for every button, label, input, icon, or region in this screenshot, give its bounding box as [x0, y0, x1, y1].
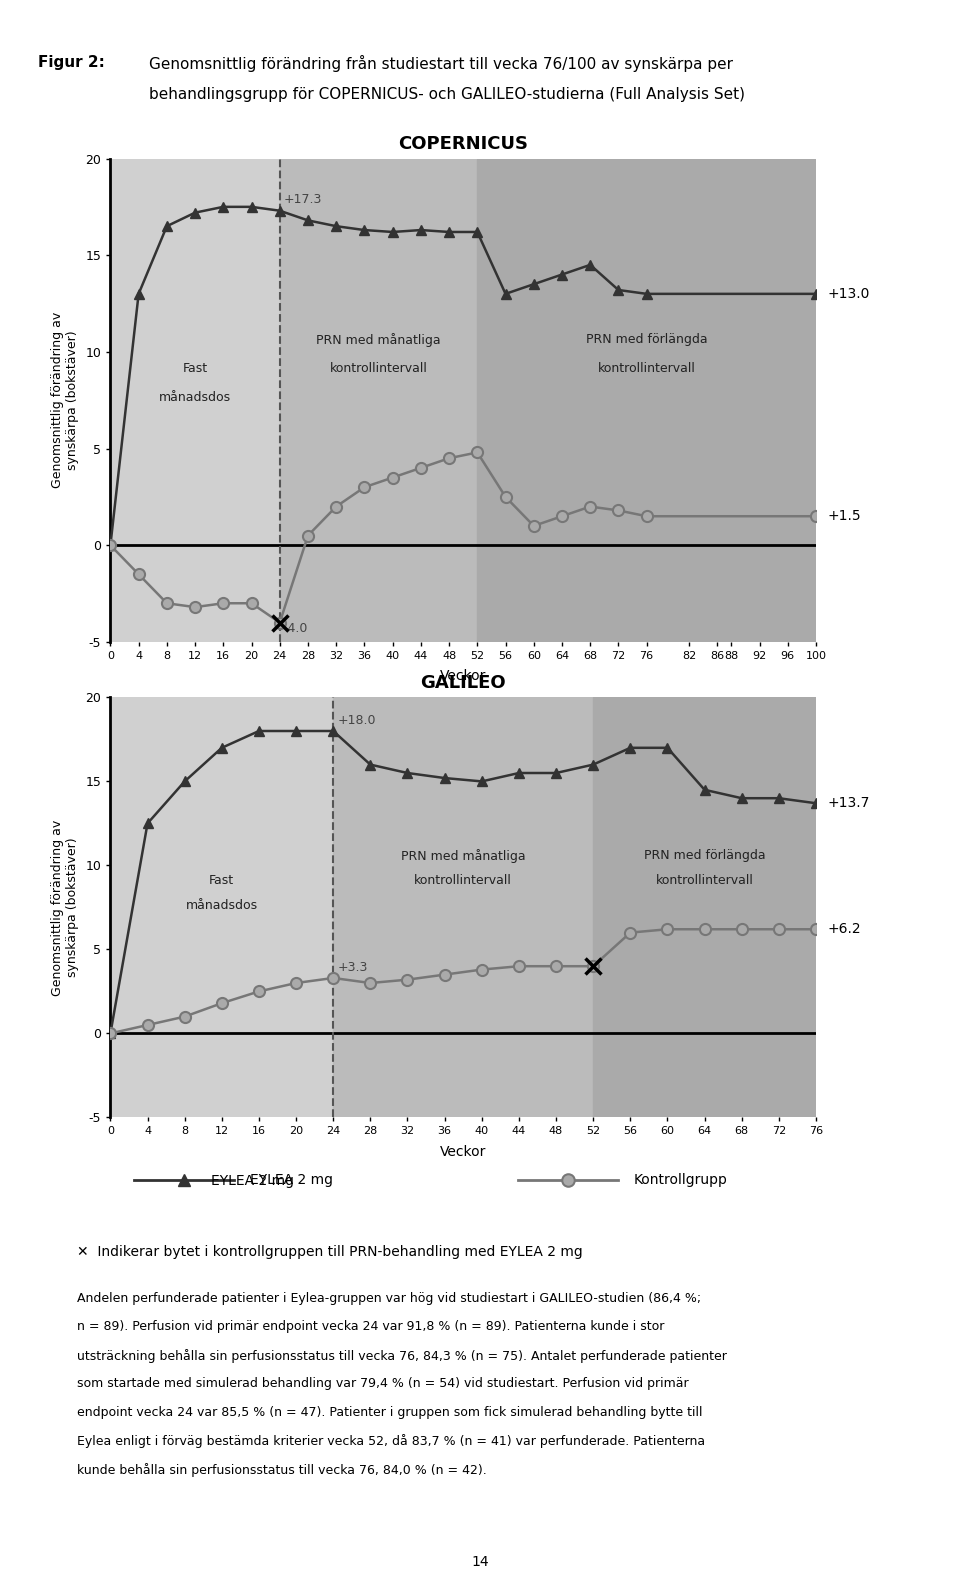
X-axis label: Veckor: Veckor: [440, 1144, 487, 1159]
Text: +6.2: +6.2: [828, 922, 861, 937]
Text: Genomsnittlig förändring från studiestart till vecka 76/100 av synskärpa per: Genomsnittlig förändring från studiestar…: [149, 55, 732, 73]
Text: +1.5: +1.5: [828, 509, 861, 523]
Text: kontrollintervall: kontrollintervall: [598, 361, 696, 374]
Text: kontrollintervall: kontrollintervall: [415, 873, 512, 888]
Bar: [477, 158, 816, 642]
Text: Fast: Fast: [182, 361, 207, 374]
Text: EYLEA 2 mg: EYLEA 2 mg: [250, 1173, 332, 1187]
Bar: [279, 158, 477, 642]
Text: 14: 14: [471, 1555, 489, 1569]
Text: -4.0: -4.0: [283, 623, 307, 636]
Text: månadsdos: månadsdos: [185, 899, 258, 911]
Text: Figur 2:: Figur 2:: [38, 55, 106, 70]
Text: kontrollintervall: kontrollintervall: [656, 873, 754, 888]
Text: EYLEA 2 mg: EYLEA 2 mg: [211, 1174, 294, 1187]
Text: Andelen perfunderade patienter i Eylea-gruppen var hög vid studiestart i GALILEO: Andelen perfunderade patienter i Eylea-g…: [77, 1292, 701, 1304]
Text: PRN med förlängda: PRN med förlängda: [644, 848, 765, 862]
Text: +18.0: +18.0: [338, 715, 376, 728]
Bar: [593, 697, 816, 1117]
Text: PRN med förlängda: PRN med förlängda: [586, 333, 708, 346]
Text: PRN med månatliga: PRN med månatliga: [316, 333, 441, 347]
Text: PRN med månatliga: PRN med månatliga: [401, 848, 525, 862]
Title: GALILEO: GALILEO: [420, 674, 506, 691]
Text: Kontrollgrupp: Kontrollgrupp: [634, 1173, 728, 1187]
X-axis label: Veckor: Veckor: [440, 669, 487, 683]
Text: behandlingsgrupp för COPERNICUS- och GALILEO-studierna (Full Analysis Set): behandlingsgrupp för COPERNICUS- och GAL…: [149, 87, 745, 101]
Text: n = 89). Perfusion vid primär endpoint vecka 24 var 91,8 % (n = 89). Patienterna: n = 89). Perfusion vid primär endpoint v…: [77, 1320, 664, 1333]
Bar: [110, 158, 279, 642]
Title: COPERNICUS: COPERNICUS: [398, 135, 528, 152]
Text: ✕  Indikerar bytet i kontrollgruppen till PRN-behandling med EYLEA 2 mg: ✕ Indikerar bytet i kontrollgruppen till…: [77, 1246, 583, 1258]
Text: +13.0: +13.0: [828, 287, 870, 301]
Text: Eylea enligt i förväg bestämda kriterier vecka 52, då 83,7 % (n = 41) var perfun: Eylea enligt i förväg bestämda kriterier…: [77, 1434, 705, 1449]
Y-axis label: Genomsnittlig förändring av
synskärpa (bokstäver): Genomsnittlig förändring av synskärpa (b…: [51, 312, 79, 488]
Text: +17.3: +17.3: [283, 193, 322, 206]
Text: +3.3: +3.3: [338, 961, 369, 975]
Text: endpoint vecka 24 var 85,5 % (n = 47). Patienter i gruppen som fick simulerad be: endpoint vecka 24 var 85,5 % (n = 47). P…: [77, 1406, 703, 1419]
Y-axis label: Genomsnittlig förändring av
synskärpa (bokstäver): Genomsnittlig förändring av synskärpa (b…: [51, 819, 79, 995]
Text: kontrollintervall: kontrollintervall: [329, 361, 427, 374]
Text: kunde behålla sin perfusionsstatus till vecka 76, 84,0 % (n = 42).: kunde behålla sin perfusionsstatus till …: [77, 1463, 487, 1477]
Text: som startade med simulerad behandling var 79,4 % (n = 54) vid studiestart. Perfu: som startade med simulerad behandling va…: [77, 1377, 688, 1390]
Text: utsträckning behålla sin perfusionsstatus till vecka 76, 84,3 % (n = 75). Antale: utsträckning behålla sin perfusionsstatu…: [77, 1349, 727, 1363]
Bar: [333, 697, 593, 1117]
Bar: [110, 697, 333, 1117]
Text: månadsdos: månadsdos: [159, 390, 231, 404]
Text: +13.7: +13.7: [828, 796, 870, 810]
Text: Fast: Fast: [209, 873, 234, 888]
